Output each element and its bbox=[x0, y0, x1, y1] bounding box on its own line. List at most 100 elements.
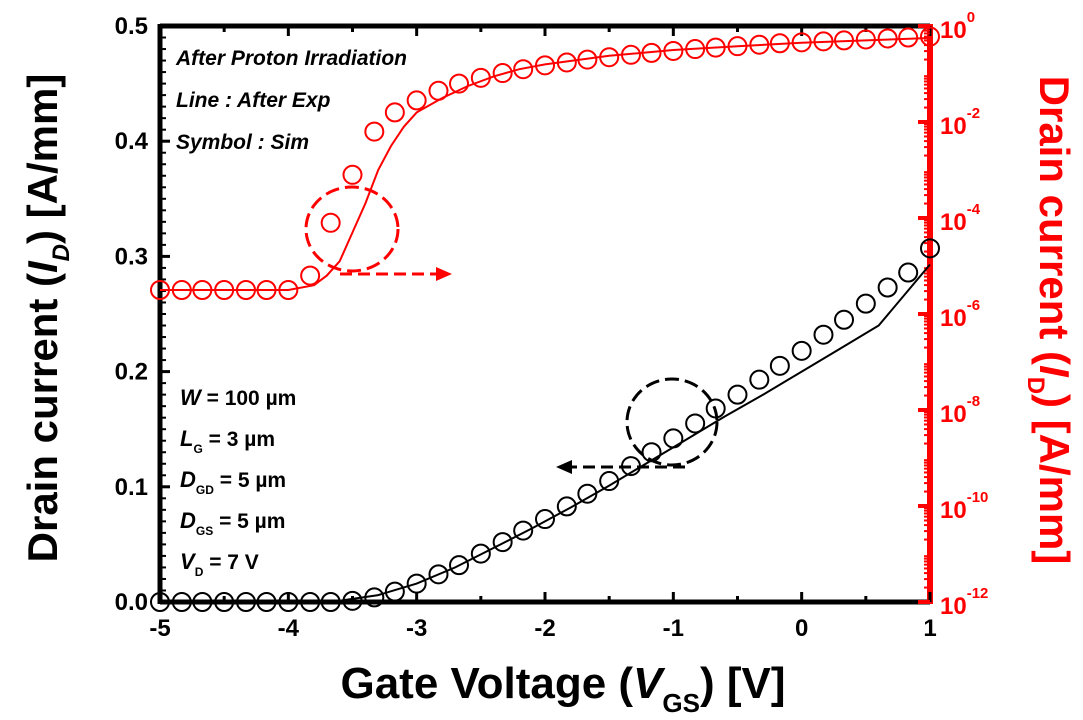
log-sim-point bbox=[749, 34, 770, 55]
log-sim-point bbox=[449, 73, 470, 94]
log-sim-point bbox=[406, 90, 427, 111]
linear-sim-point bbox=[535, 509, 555, 530]
log-sim-point bbox=[150, 280, 170, 300]
y-right-tick-label: 10-4 bbox=[940, 201, 981, 236]
y-left-tick-label: 0.2 bbox=[115, 359, 148, 386]
linear-sim-point bbox=[428, 564, 449, 585]
log-sim-point bbox=[214, 280, 235, 300]
log-sim-point bbox=[791, 32, 812, 53]
y-right-tick-label: 10-2 bbox=[940, 105, 980, 140]
log-sim-point bbox=[769, 33, 790, 54]
y-right-axis-title: Drain current (ID) [A/mm] bbox=[1022, 76, 1078, 565]
device-param: DGS = 5 µm bbox=[180, 508, 285, 538]
y-left-axis-title: Drain current (ID) [A/mm] bbox=[19, 74, 75, 563]
y-left-tick-label: 0.3 bbox=[115, 243, 148, 270]
log-sim-point bbox=[364, 121, 385, 142]
log-sim-point bbox=[300, 265, 321, 286]
y-right-tick-label: 10-10 bbox=[940, 489, 988, 524]
linear-sim-point bbox=[513, 520, 534, 541]
linear-sim-point bbox=[769, 355, 790, 376]
y-right-tick-label: 10-6 bbox=[940, 297, 980, 332]
linear-sim-point bbox=[727, 384, 748, 405]
log-sim-point bbox=[855, 29, 876, 50]
linear-sim-point bbox=[192, 592, 213, 612]
log-sim-point bbox=[171, 280, 192, 300]
device-param: W = 100 µm bbox=[180, 385, 296, 410]
y-left-tick-label: 0.5 bbox=[115, 13, 148, 40]
log-sim-point bbox=[577, 49, 598, 70]
log-sim-point bbox=[663, 40, 684, 61]
log-sim-point bbox=[556, 52, 577, 73]
x-tick-label: 1 bbox=[923, 615, 936, 642]
log-sim-point bbox=[877, 28, 898, 49]
linear-sim-point bbox=[364, 587, 385, 608]
y-left-tick-label: 0.4 bbox=[115, 128, 149, 155]
linear-sim-point bbox=[834, 309, 855, 330]
linear-sim-point bbox=[171, 592, 192, 612]
linear-sim-point bbox=[685, 413, 706, 434]
linear-sim-point bbox=[749, 369, 770, 390]
legend-note: After Proton Irradiation bbox=[175, 47, 407, 70]
linear-sim-point bbox=[235, 592, 256, 612]
log-sim-point bbox=[470, 67, 491, 88]
linear-sim-point bbox=[577, 483, 598, 504]
log-sim-point bbox=[599, 47, 620, 68]
linear-curve-marker-ellipse bbox=[625, 377, 719, 467]
linear-sim-point bbox=[599, 471, 620, 492]
left-axis-arrow-head bbox=[556, 460, 572, 474]
x-tick-label: -4 bbox=[278, 615, 300, 642]
series-layer bbox=[150, 26, 940, 612]
device-param: LG = 3 µm bbox=[180, 426, 275, 456]
x-axis-title: Gate Voltage (VGS) [V] bbox=[340, 659, 785, 718]
linear-sim-point bbox=[877, 277, 898, 298]
linear-sim-point bbox=[406, 573, 427, 594]
log-sim-point bbox=[705, 37, 726, 58]
log-curve-marker-ellipse bbox=[304, 185, 400, 273]
log-sim-point bbox=[813, 31, 834, 52]
linear-sim-point bbox=[278, 592, 299, 612]
log-sim-point bbox=[278, 280, 299, 300]
linear-sim-point bbox=[470, 543, 491, 564]
linear-sim-point bbox=[214, 592, 235, 612]
log-sim-point bbox=[920, 26, 940, 47]
x-tick-label: -1 bbox=[663, 615, 684, 642]
linear-exp-line bbox=[160, 263, 931, 603]
log-sim-point bbox=[428, 80, 449, 101]
log-sim-point bbox=[641, 42, 662, 63]
linear-sim-point bbox=[492, 532, 513, 553]
log-sim-point bbox=[192, 280, 213, 300]
linear-sim-point bbox=[898, 262, 919, 283]
log-sim-point bbox=[620, 44, 641, 65]
y-left-tick-label: 0.0 bbox=[115, 589, 148, 616]
y-right-tick-label: 10-12 bbox=[940, 585, 988, 620]
log-sim-point bbox=[320, 212, 341, 233]
linear-sim-point bbox=[556, 496, 577, 517]
log-sim-point bbox=[834, 30, 855, 51]
legend-note: Line : After Exp bbox=[176, 89, 331, 112]
device-param: VD = 7 V bbox=[180, 549, 259, 579]
linear-sim-point bbox=[300, 592, 321, 612]
linear-sim-point bbox=[342, 590, 363, 611]
linear-sim-point bbox=[256, 592, 277, 612]
log-sim-point bbox=[256, 280, 277, 300]
log-sim-point bbox=[235, 280, 256, 300]
y-right-tick-label: 10-8 bbox=[940, 393, 980, 428]
linear-sim-point bbox=[449, 555, 470, 576]
log-sim-point bbox=[898, 27, 919, 48]
x-tick-label: -3 bbox=[406, 615, 427, 642]
log-sim-point bbox=[492, 63, 513, 84]
right-axis-arrow-head bbox=[436, 267, 452, 281]
log-sim-point bbox=[727, 36, 748, 57]
annotation-layer bbox=[304, 185, 719, 474]
linear-sim-point bbox=[150, 592, 170, 612]
log-sim-point bbox=[513, 59, 534, 80]
device-param: DGD = 5 µm bbox=[180, 467, 286, 497]
x-tick-label: -5 bbox=[149, 615, 170, 642]
linear-sim-point bbox=[663, 428, 684, 449]
linear-sim-point bbox=[641, 442, 662, 463]
y-left-tick-label: 0.1 bbox=[115, 474, 148, 501]
y-right-tick-label: 100 bbox=[940, 9, 975, 44]
linear-sim-point bbox=[920, 238, 940, 259]
legend-note: Symbol : Sim bbox=[176, 131, 309, 154]
linear-sim-point bbox=[791, 340, 812, 361]
